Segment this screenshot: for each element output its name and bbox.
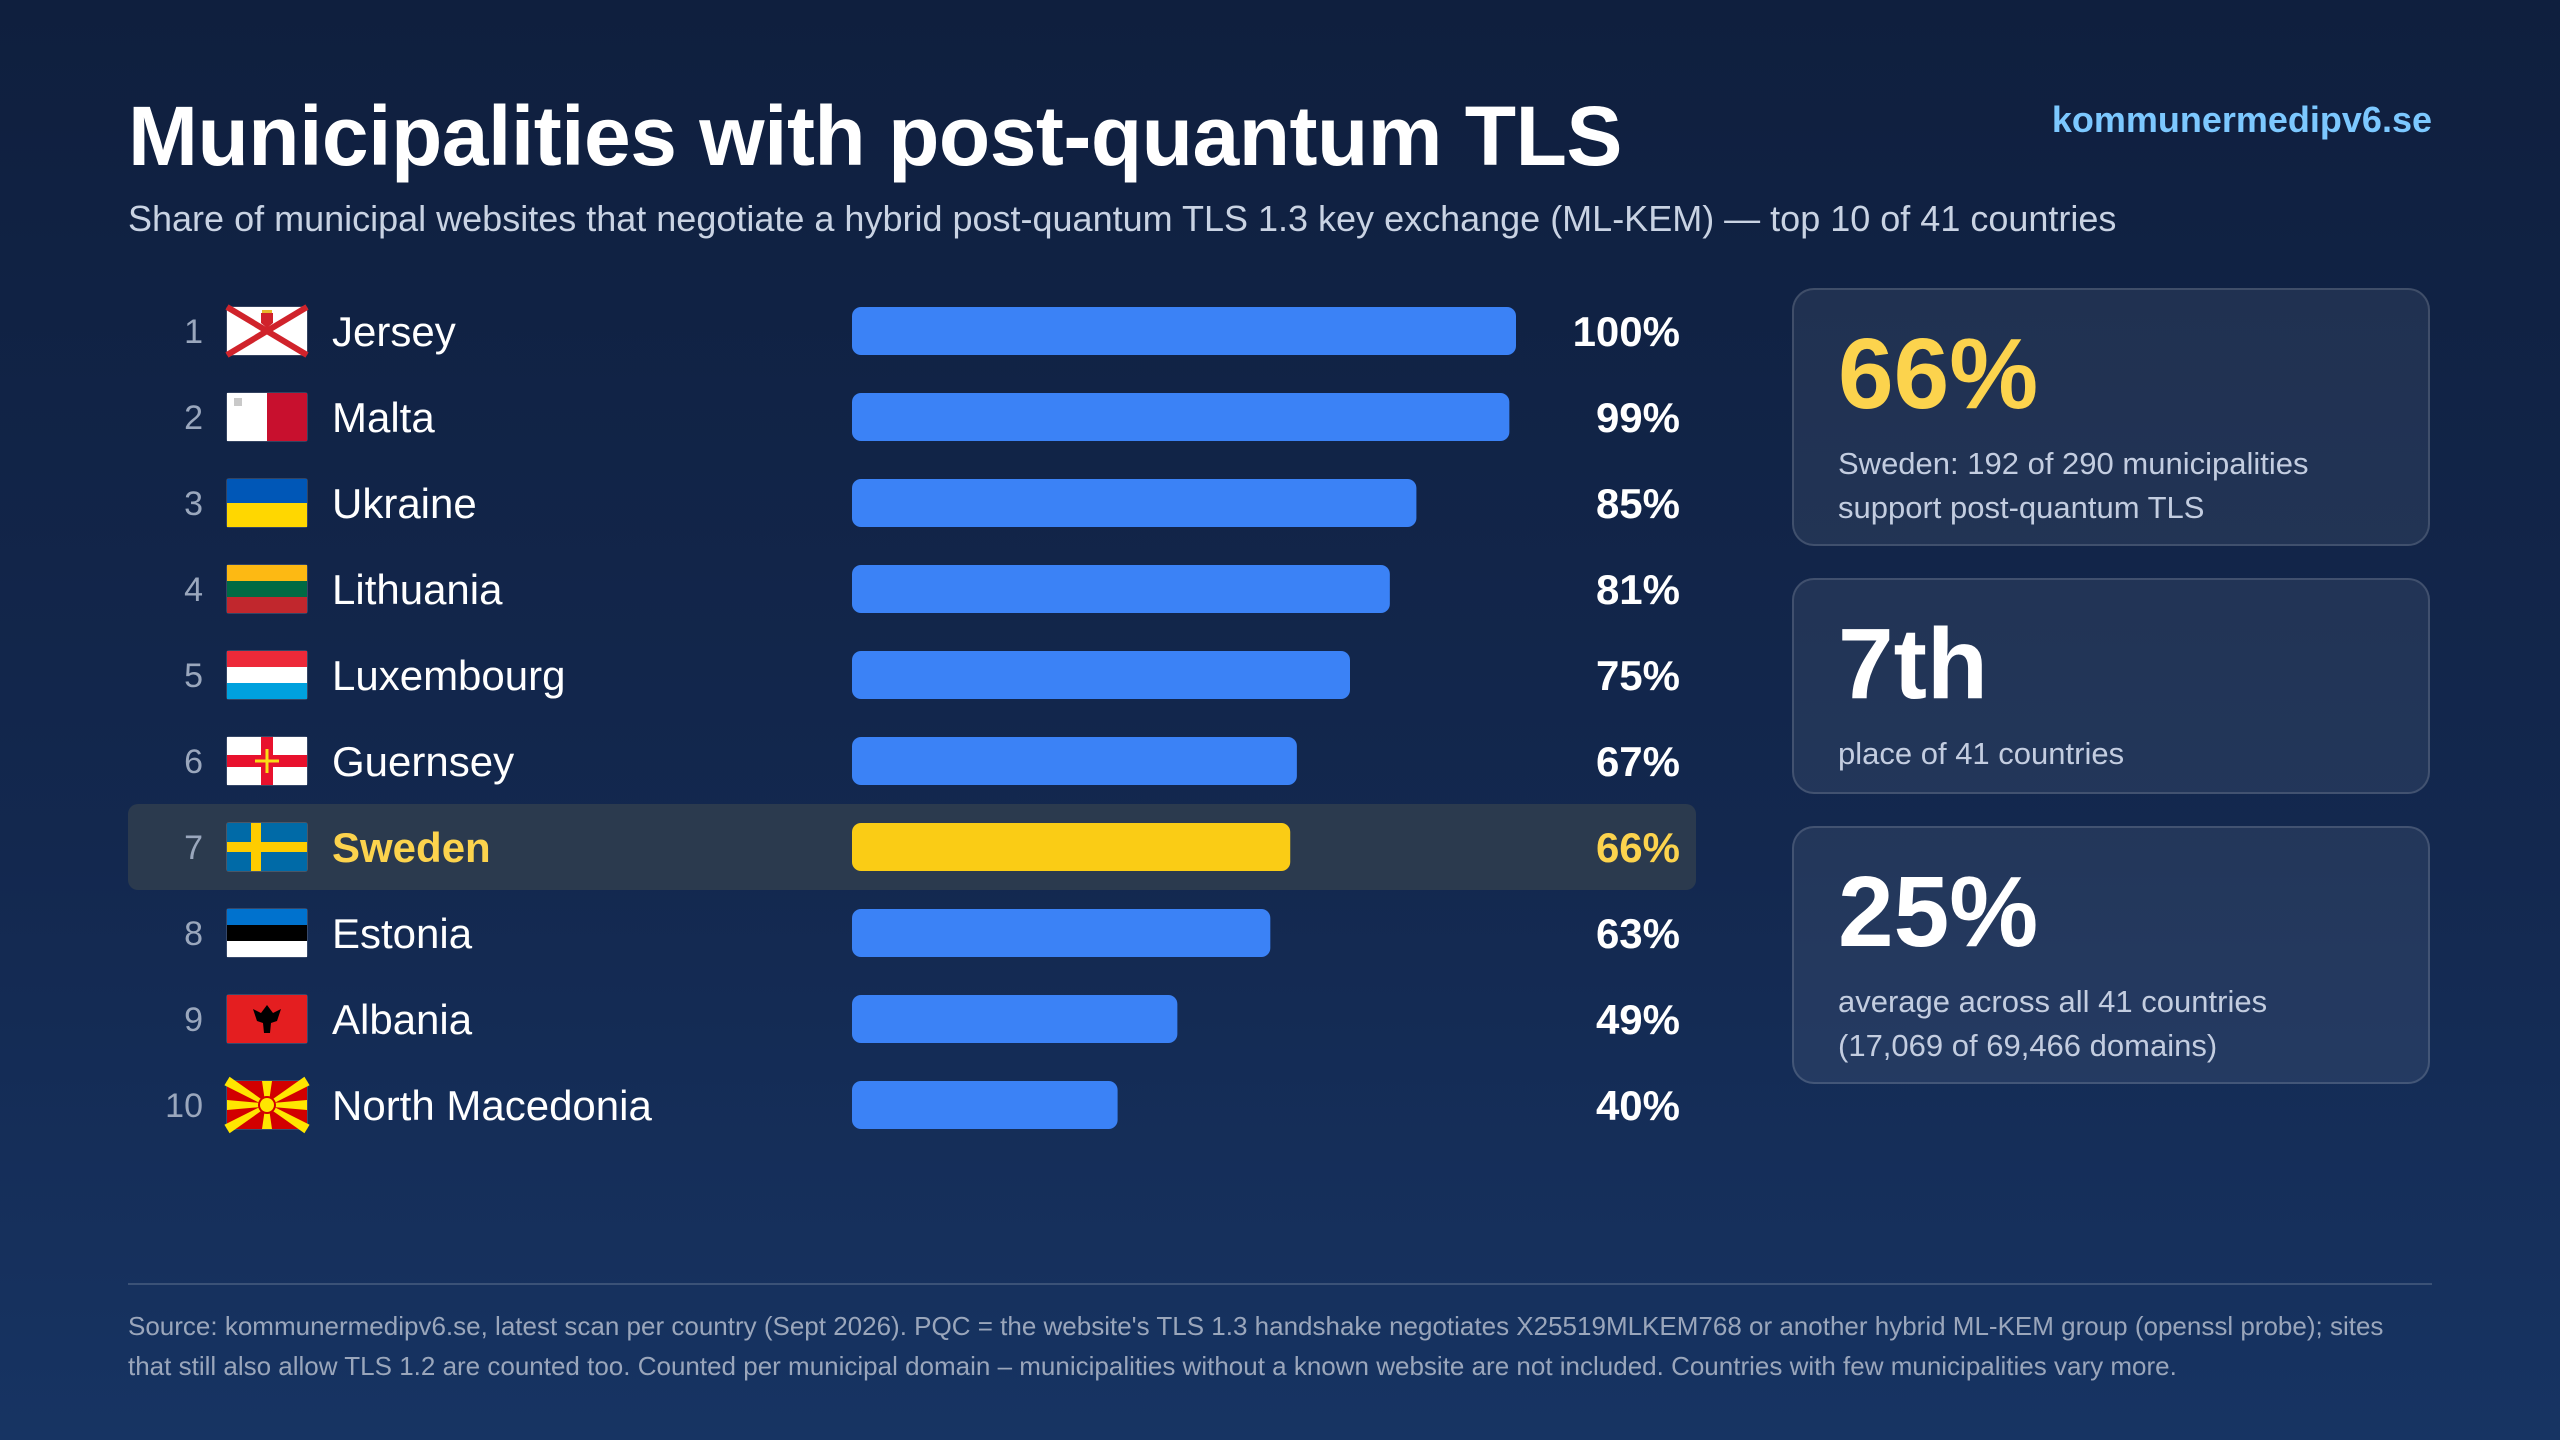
chart-row-estonia: 8 Estonia 63% — [184, 908, 1680, 958]
albania-flag-icon — [226, 994, 308, 1044]
stat-description-line: support post-quantum TLS — [1838, 490, 2205, 525]
stat-card-sweden-share: 66% Sweden: 192 of 290 municipalities su… — [1792, 288, 2430, 546]
stat-value: 66% — [1838, 318, 2039, 430]
value-label: 40% — [1596, 1082, 1680, 1129]
country-label: Luxembourg — [332, 652, 565, 699]
guernsey-flag-icon — [226, 736, 308, 786]
ukraine-flag-icon — [226, 478, 308, 528]
rank-label: 8 — [184, 915, 203, 953]
chart-row-luxembourg: 5 Luxembourg 75% — [184, 650, 1680, 700]
rank-label: 7 — [184, 829, 203, 867]
value-label: 49% — [1596, 996, 1680, 1043]
rank-label: 6 — [184, 743, 203, 781]
bar — [852, 823, 1291, 871]
country-label: Estonia — [332, 910, 473, 957]
value-label: 81% — [1596, 566, 1680, 613]
stat-description-line: average across all 41 countries — [1838, 984, 2268, 1019]
north-macedonia-flag-icon — [224, 1076, 310, 1134]
chart-row-sweden: 7 Sweden 66% — [128, 804, 1696, 890]
rank-label: 3 — [184, 485, 203, 523]
chart-row-lithuania: 4 Lithuania 81% — [184, 564, 1680, 614]
rank-label: 4 — [184, 571, 203, 609]
chart-row-ukraine: 3 Ukraine 85% — [184, 478, 1680, 528]
footer-divider — [128, 1283, 2432, 1285]
country-label: Ukraine — [332, 480, 477, 527]
country-label: North Macedonia — [332, 1082, 652, 1129]
chart-row-malta: 2 Malta 99% — [184, 392, 1680, 442]
chart-row-guernsey: 6 Guernsey 67% — [184, 736, 1680, 786]
page-subtitle: Share of municipal websites that negotia… — [128, 198, 2117, 239]
stat-description-line: place of 41 countries — [1838, 736, 2125, 771]
stat-description: place of 41 countries — [1838, 732, 2384, 776]
bar — [852, 565, 1390, 613]
rank-label: 1 — [184, 313, 203, 351]
bar — [852, 737, 1297, 785]
country-label: Guernsey — [332, 738, 514, 785]
bar — [852, 995, 1178, 1043]
country-label: Albania — [332, 996, 473, 1043]
estonia-flag-icon — [226, 908, 308, 958]
country-label: Jersey — [332, 308, 456, 355]
source-note-line: that still also allow TLS 1.2 are counte… — [128, 1351, 2177, 1381]
country-label: Lithuania — [332, 566, 503, 613]
stat-description: average across all 41 countries (17,069 … — [1838, 980, 2384, 1068]
rank-label: 5 — [184, 657, 203, 695]
bar — [852, 651, 1350, 699]
country-label: Malta — [332, 394, 435, 441]
ranking-bar-chart: 1 Jersey 100% 2 Malta 99% 3 Ukraine 85% 4 Lithuani… — [128, 304, 1696, 1134]
stat-value: 7th — [1838, 608, 1988, 720]
source-note: Source: kommunermedipv6.se, latest scan … — [128, 1306, 2438, 1386]
stat-description-line: Sweden: 192 of 290 municipalities — [1838, 446, 2309, 481]
bar — [852, 307, 1516, 355]
value-label: 75% — [1596, 652, 1680, 699]
source-note-line: Source: kommunermedipv6.se, latest scan … — [128, 1311, 2384, 1341]
rank-label: 10 — [165, 1087, 203, 1125]
bar — [852, 479, 1417, 527]
rank-label: 2 — [184, 399, 203, 437]
country-label: Sweden — [332, 824, 491, 871]
chart-row-north-macedonia: 10 North Macedonia 40% — [165, 1076, 1680, 1134]
value-label: 99% — [1596, 394, 1680, 441]
sweden-flag-icon — [226, 822, 308, 872]
stat-value: 25% — [1838, 856, 2039, 968]
bar — [852, 1081, 1118, 1129]
value-label: 85% — [1596, 480, 1680, 527]
bar — [852, 393, 1510, 441]
luxembourg-flag-icon — [226, 650, 308, 700]
stat-card-sweden-rank: 7th place of 41 countries — [1792, 578, 2430, 794]
stat-card-average: 25% average across all 41 countries (17,… — [1792, 826, 2430, 1084]
rank-label: 9 — [184, 1001, 203, 1039]
stat-description-line: (17,069 of 69,466 domains) — [1838, 1028, 2218, 1063]
site-link[interactable]: kommunermedipv6.se — [2051, 99, 2432, 140]
value-label: 100% — [1573, 308, 1680, 355]
value-label: 66% — [1596, 824, 1680, 871]
value-label: 63% — [1596, 910, 1680, 957]
bar — [852, 909, 1271, 957]
malta-flag-icon — [226, 392, 308, 442]
page-title: Municipalities with post-quantum TLS — [128, 89, 1622, 183]
jersey-flag-icon — [225, 304, 309, 358]
stat-description: Sweden: 192 of 290 municipalities suppor… — [1838, 442, 2384, 530]
lithuania-flag-icon — [226, 564, 308, 614]
value-label: 67% — [1596, 738, 1680, 785]
chart-row-albania: 9 Albania 49% — [184, 994, 1680, 1044]
chart-row-jersey: 1 Jersey 100% — [184, 304, 1680, 358]
